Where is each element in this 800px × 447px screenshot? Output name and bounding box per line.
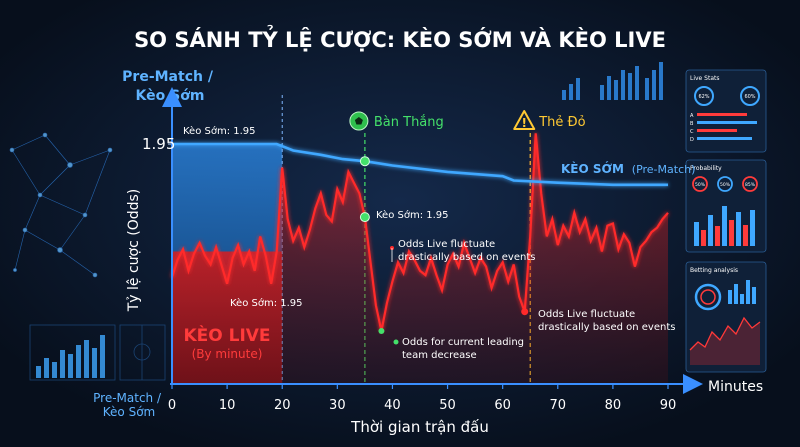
events-layer: Bàn Thắng! Thẻ Đỏ xyxy=(349,110,586,384)
series-live-name: KÈO LIVE xyxy=(183,324,270,346)
live-stats-gauge-1: 62% xyxy=(698,94,709,100)
y-axis-label: Tỷ lệ cược (Odds) xyxy=(126,189,142,313)
side-panel-live-stats: Live Stats 62% 60% A B C D xyxy=(685,69,767,153)
x-tick-label: 80 xyxy=(605,398,622,413)
series-pre-match-name: KÈO SỚM xyxy=(561,161,624,176)
x-tick-label: 10 xyxy=(219,398,236,413)
x-tick-label: 0 xyxy=(168,398,176,413)
svg-text:Odds for current leading: Odds for current leading team decrease xyxy=(402,337,527,361)
side-panel-betting-analysis: Betting analysis xyxy=(685,261,767,373)
chart-title: SO SÁNH TỶ LỆ CƯỢC: KÈO SỚM VÀ KÈO LIVE xyxy=(134,25,666,52)
svg-text:Odds Live fluctuate dras: Odds Live fluctuate drastically based on… xyxy=(538,309,675,333)
x-tick-label: 50 xyxy=(439,398,456,413)
live-stats-gauge-2: 60% xyxy=(744,94,755,100)
mini-bars-top-icon xyxy=(562,62,663,100)
series-pre-match-suffix: (Pre-Match) xyxy=(632,163,696,176)
x-tick-label: 40 xyxy=(384,398,401,413)
live-stats-row-a: A xyxy=(690,113,694,119)
mini-bar-chart-icon xyxy=(29,324,166,381)
betting-analysis-title: Betting analysis xyxy=(690,267,738,274)
side-panel-probability: Probability 50% 50% 85% xyxy=(685,159,767,253)
probability-title: Probability xyxy=(690,165,722,172)
leading-team-marker xyxy=(378,328,385,335)
annotation-fluctuate-2: Odds Live fluctuate drastically based on… xyxy=(538,309,675,333)
live-stats-row-d: D xyxy=(690,137,694,143)
live-stats-title: Live Stats xyxy=(690,75,719,82)
probability-gauge-1: 50% xyxy=(695,182,706,188)
live-stats-row-c: C xyxy=(690,129,694,135)
live-stats-row-b: B xyxy=(690,121,694,127)
x-tick-label: 70 xyxy=(550,398,567,413)
red-card-marker xyxy=(521,308,529,316)
x-unit-label: Minutes xyxy=(708,379,763,395)
goal-marker-pre xyxy=(359,156,370,167)
series-live-line xyxy=(170,133,669,332)
annotation-pre-match-start: Kèo Sớm: 1.95 xyxy=(183,125,256,137)
network-decoration-icon xyxy=(9,132,113,278)
x-ticks: 0 10 20 30 40 50 60 70 80 90 xyxy=(168,384,676,413)
goal-marker-live xyxy=(359,212,370,223)
annotation-fluctuate-1: Odds Live fluctuate drastically based on… xyxy=(391,239,535,263)
annotation-leading-team: Odds for current leading team decrease xyxy=(402,337,527,361)
leading-team-dot xyxy=(393,339,399,345)
svg-text:Odds Live fluctuate dras: Odds Live fluctuate drastically based on… xyxy=(398,239,535,263)
series-live-suffix: (By minute) xyxy=(192,347,263,361)
x-origin-label: Pre-Match / Kèo Sớm xyxy=(93,391,165,419)
x-axis-label: Thời gian trận đấu xyxy=(350,418,489,436)
probability-gauge-2: 50% xyxy=(720,182,731,188)
series-pre-match-line xyxy=(172,142,668,187)
x-tick-label: 60 xyxy=(494,398,511,413)
x-tick-label: 20 xyxy=(274,398,291,413)
event-label: Thẻ Đỏ xyxy=(538,115,585,130)
marker-layer xyxy=(359,156,529,345)
x-tick-label: 30 xyxy=(329,398,346,413)
y-tick-label: 1.95 xyxy=(142,135,175,153)
probability-gauge-3: 85% xyxy=(745,182,756,188)
warning-triangle-icon: ! xyxy=(513,110,536,130)
annotation-live-start: Kèo Sớm: 1.95 xyxy=(230,297,303,309)
series-pre-match-label: KÈO SỚM (Pre-Match) xyxy=(561,161,695,176)
event-label: Bàn Thắng xyxy=(374,115,444,130)
annotation-pre-match-at-goal: Kèo Sớm: 1.95 xyxy=(376,209,449,221)
svg-text:!: ! xyxy=(521,116,526,130)
x-tick-label: 90 xyxy=(660,398,677,413)
soccer-ball-icon xyxy=(349,111,369,131)
series-live-area xyxy=(172,133,668,384)
